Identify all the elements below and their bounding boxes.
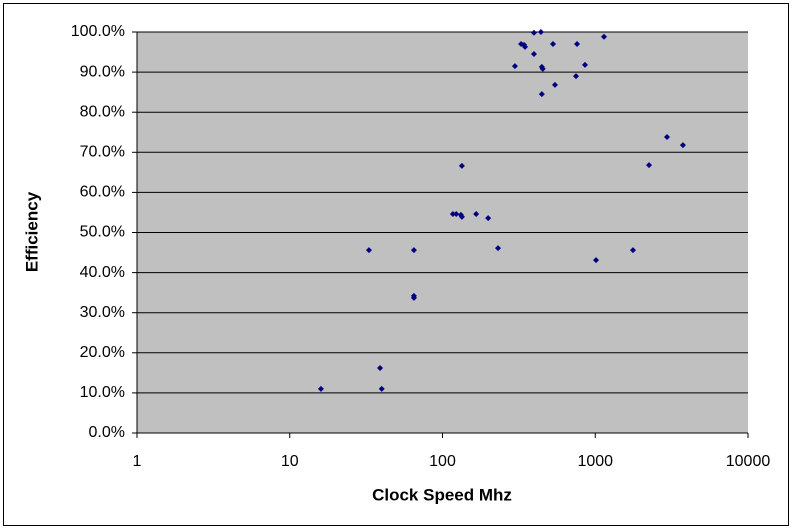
x-tick-label: 1000 [577, 453, 613, 470]
data-point [572, 73, 579, 80]
y-tick-label: 100.0% [71, 23, 125, 40]
data-point [365, 247, 372, 254]
x-tick-label: 10000 [726, 453, 771, 470]
y-tick-label: 20.0% [80, 344, 125, 361]
data-point [530, 29, 537, 36]
data-point [537, 29, 544, 35]
data-point [511, 63, 518, 70]
data-point [458, 162, 465, 169]
data-point [485, 215, 492, 222]
data-point [410, 247, 417, 254]
data-point [593, 257, 600, 264]
x-tick-label: 10 [281, 453, 299, 470]
data-point [551, 81, 558, 88]
x-tick-label: 100 [429, 453, 456, 470]
data-point [582, 61, 589, 68]
data-point [449, 211, 456, 218]
y-axis-title: Efficiency [22, 191, 41, 272]
data-point [646, 162, 653, 169]
data-point [495, 245, 502, 252]
y-tick-label: 50.0% [80, 224, 125, 241]
data-point [378, 385, 385, 392]
data-point [664, 134, 671, 141]
y-tick-label: 70.0% [80, 144, 125, 161]
data-point [550, 41, 557, 48]
data-point [377, 365, 384, 372]
data-point [410, 294, 417, 301]
data-point [629, 247, 636, 254]
data-point [574, 41, 581, 48]
data-point [317, 385, 324, 392]
data-point [522, 43, 529, 50]
x-tick-label: 1 [133, 453, 142, 470]
data-point [530, 51, 537, 58]
y-tick-label: 60.0% [80, 184, 125, 201]
y-tick-label: 30.0% [80, 304, 125, 321]
y-tick-label: 80.0% [80, 103, 125, 120]
data-point [538, 91, 545, 98]
y-tick-label: 0.0% [89, 424, 125, 441]
data-point [453, 211, 460, 218]
data-point [458, 213, 465, 220]
data-point [679, 142, 686, 149]
x-axis-title: Clock Speed Mhz [372, 485, 512, 504]
y-tick-label: 90.0% [80, 63, 125, 80]
y-tick-label: 10.0% [80, 384, 125, 401]
data-point [601, 33, 608, 40]
data-point [539, 65, 546, 72]
data-point [473, 211, 480, 218]
y-tick-label: 40.0% [80, 264, 125, 281]
